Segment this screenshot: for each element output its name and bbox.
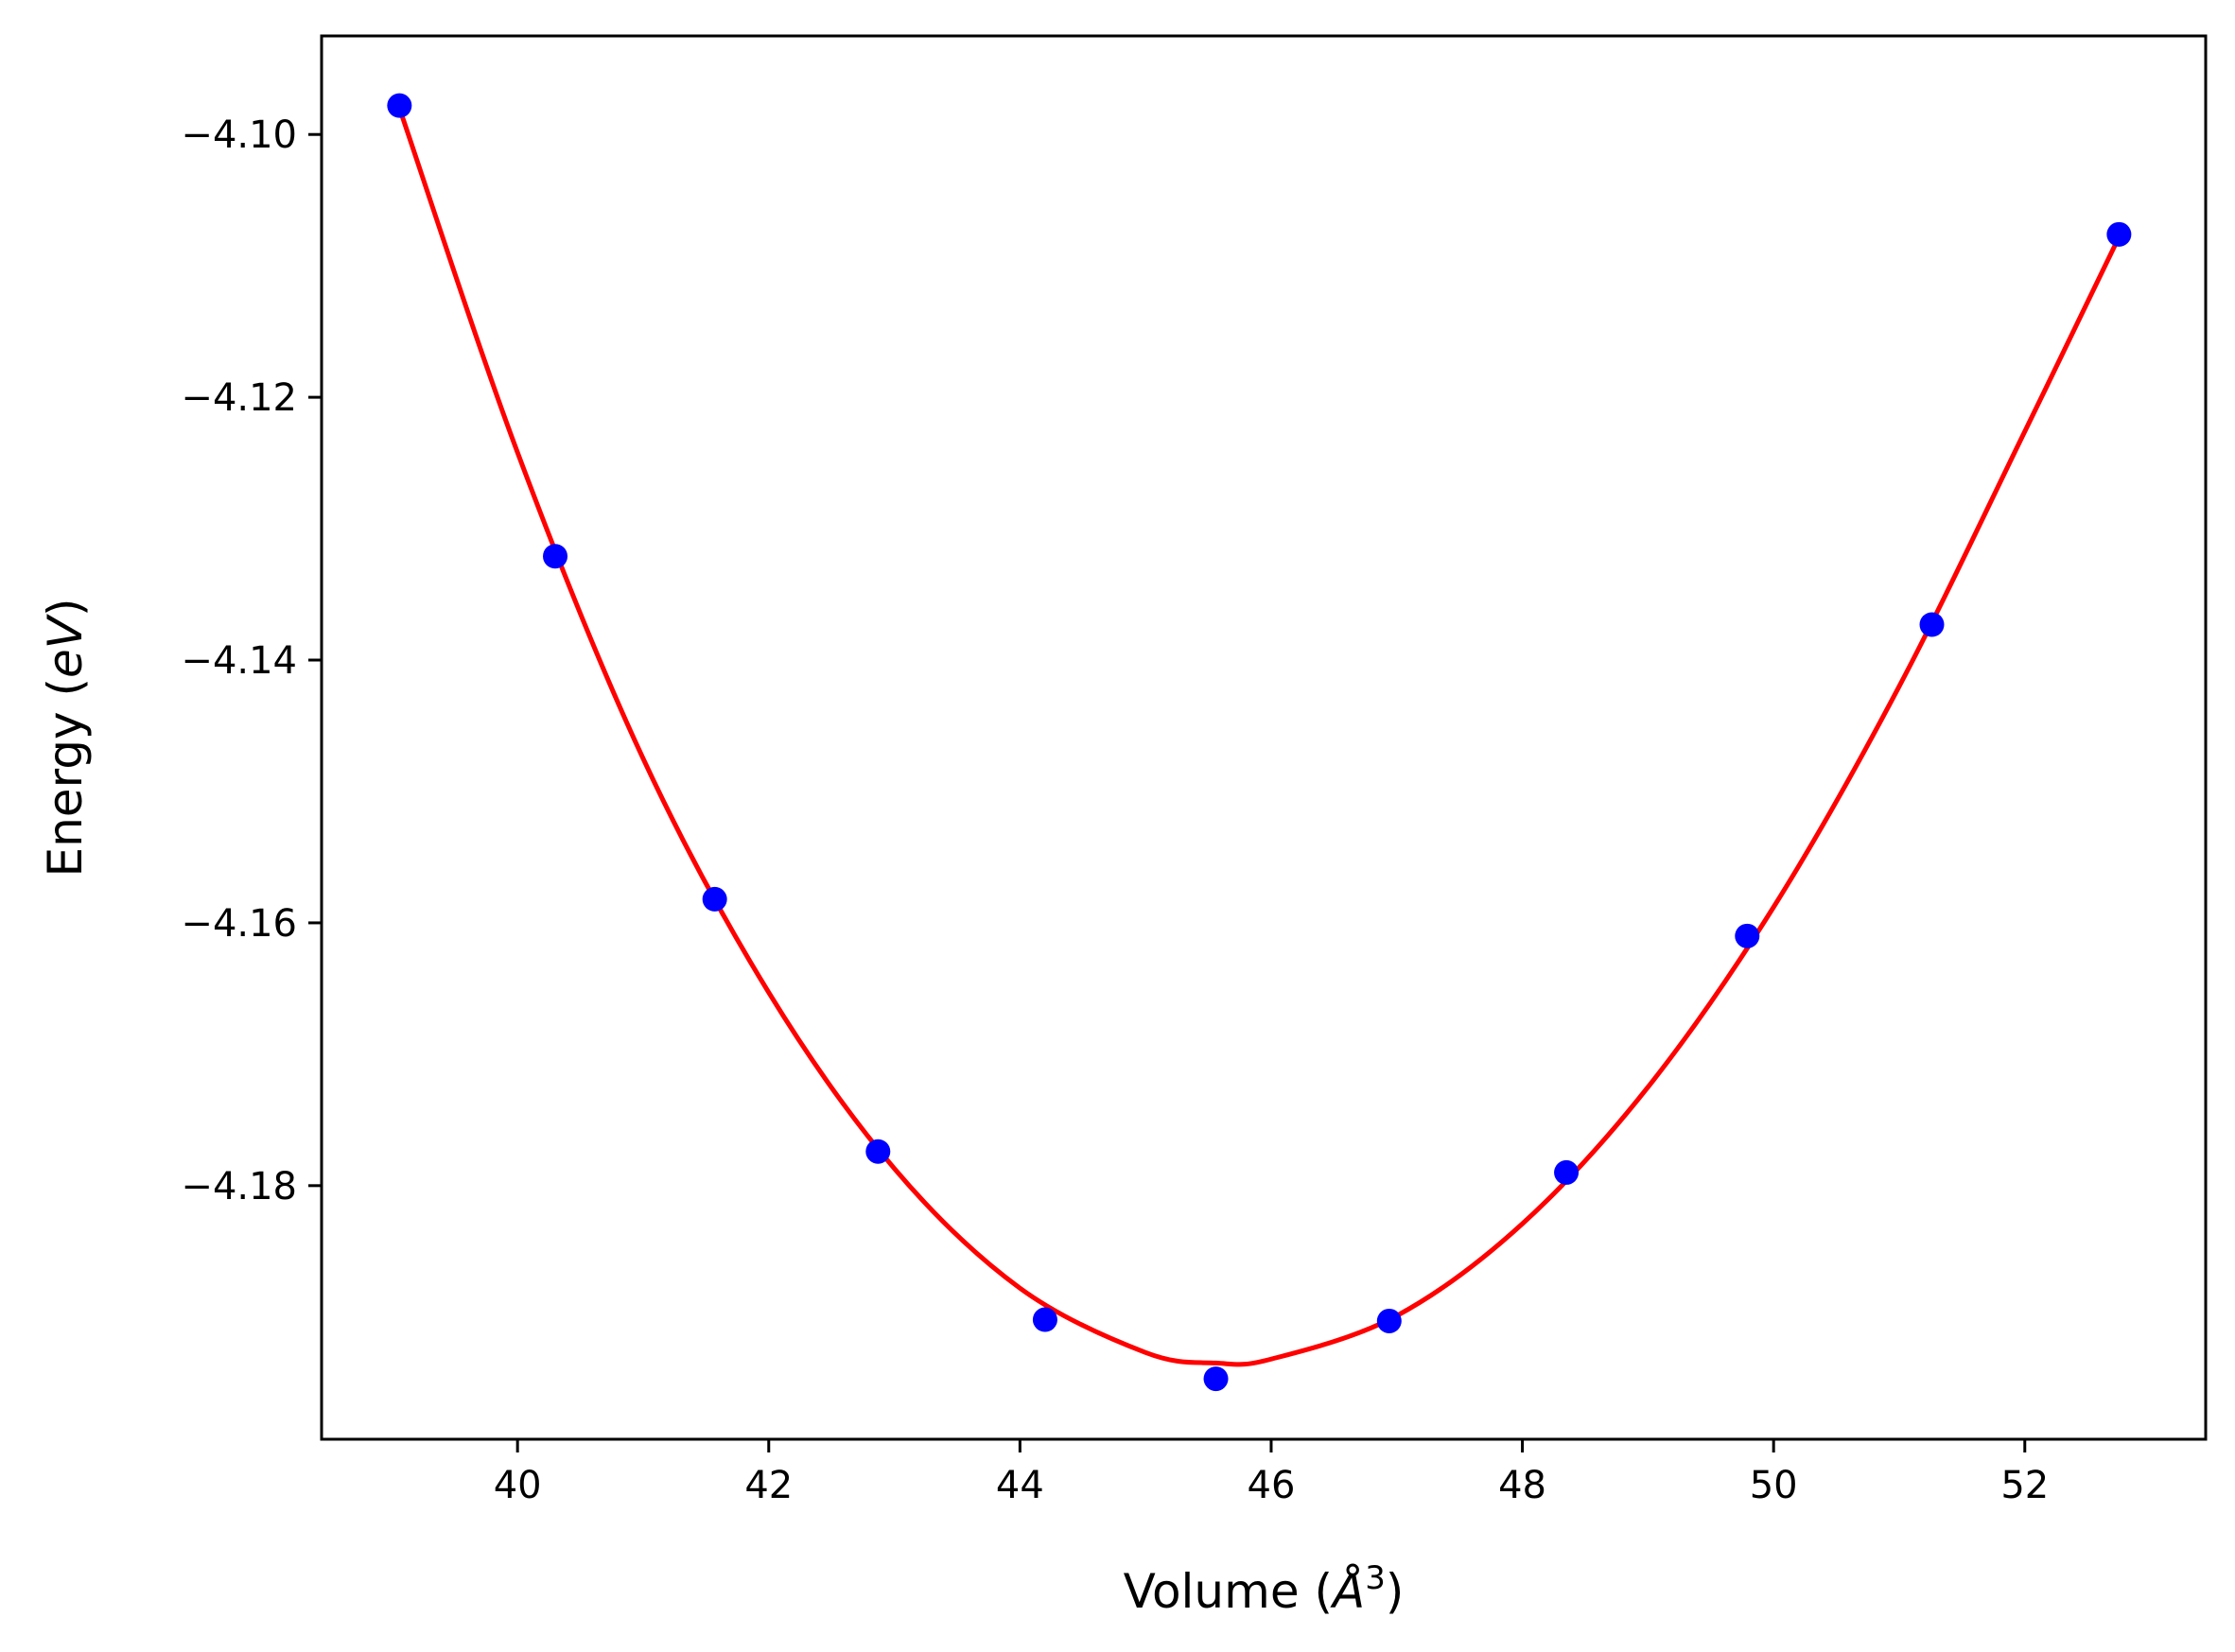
y-tick-label: −4.12 bbox=[181, 376, 297, 420]
x-axis-label-symbol: Å bbox=[1330, 1564, 1365, 1619]
y-axis: −4.10 −4.12 −4.14 −4.16 −4.18 bbox=[181, 113, 322, 1209]
plot-frame bbox=[320, 34, 2208, 1441]
y-axis-label: Energy (eV) bbox=[38, 599, 93, 878]
y-tick-label: −4.18 bbox=[181, 1165, 297, 1209]
fit-curve-layer bbox=[396, 105, 2122, 1367]
x-axis-label-suffix: ) bbox=[1386, 1564, 1405, 1619]
data-point bbox=[1032, 1307, 1057, 1332]
data-point bbox=[702, 886, 727, 912]
data-point bbox=[543, 544, 568, 569]
x-tick-label: 44 bbox=[996, 1464, 1044, 1507]
data-point bbox=[1203, 1366, 1229, 1392]
y-tick-label: −4.10 bbox=[181, 113, 297, 157]
data-point bbox=[1919, 612, 1945, 637]
y-tick-label: −4.16 bbox=[181, 902, 297, 946]
y-axis-label-suffix: ) bbox=[38, 599, 93, 617]
x-axis-label-power: 3 bbox=[1365, 1559, 1386, 1597]
fit-curve-line bbox=[396, 105, 2122, 1367]
data-point bbox=[2106, 221, 2132, 247]
x-tick-label: 46 bbox=[1248, 1464, 1296, 1507]
x-axis-label-prefix: Volume ( bbox=[1124, 1564, 1333, 1619]
x-tick-label: 50 bbox=[1750, 1464, 1798, 1507]
x-axis: 40 42 44 46 48 50 52 bbox=[494, 1439, 2049, 1507]
y-tick-label: −4.14 bbox=[181, 639, 297, 683]
x-axis-label: Volume (Å3) bbox=[1124, 1559, 1405, 1619]
x-tick-label: 42 bbox=[744, 1464, 793, 1507]
x-tick-label: 48 bbox=[1498, 1464, 1546, 1507]
data-point bbox=[1554, 1159, 1580, 1185]
y-axis-label-unit: eV bbox=[38, 613, 93, 678]
x-tick-label: 40 bbox=[494, 1464, 542, 1507]
x-tick-label: 52 bbox=[2000, 1464, 2049, 1507]
data-point bbox=[1735, 923, 1760, 948]
y-axis-label-prefix: Energy ( bbox=[38, 678, 93, 877]
data-points-layer bbox=[387, 93, 2132, 1392]
data-point bbox=[865, 1139, 891, 1164]
data-point bbox=[1376, 1308, 1402, 1333]
data-point bbox=[387, 93, 412, 118]
